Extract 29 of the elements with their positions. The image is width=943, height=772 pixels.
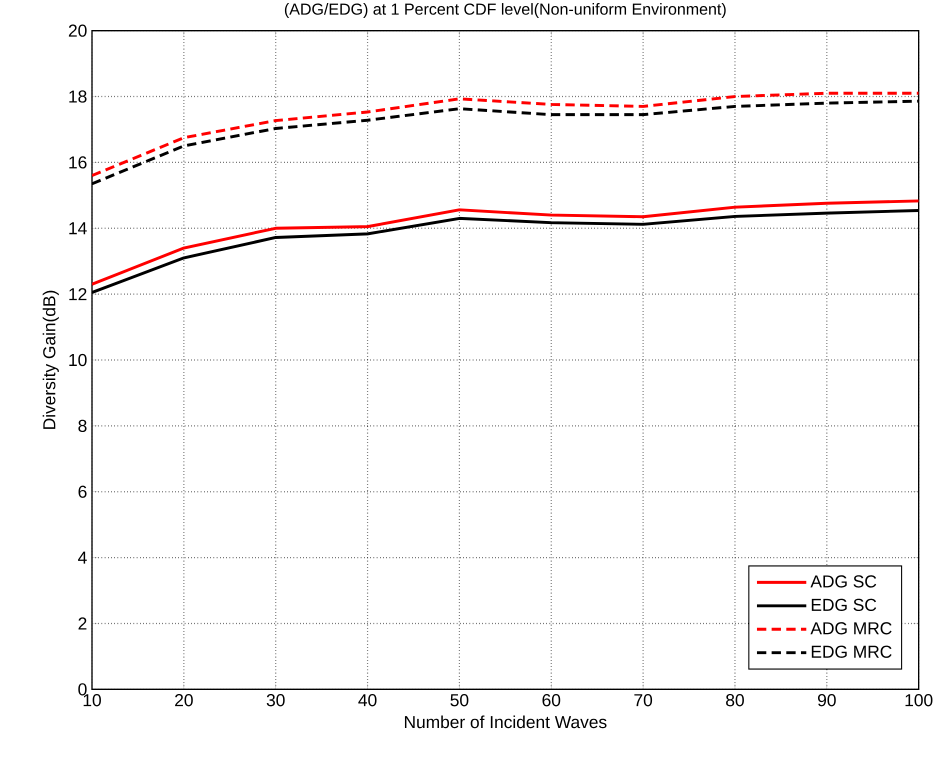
line-series (92, 92, 919, 178)
y-tick-label: 4 (78, 552, 87, 564)
x-tick-label: 80 (726, 694, 744, 706)
x-tick-label: 50 (450, 694, 468, 706)
y-tick-label: 8 (78, 420, 87, 432)
x-tick-label: 100 (906, 694, 932, 706)
legend-label: EDG MRC (812, 646, 892, 658)
legend-label: ADG MRC (810, 622, 892, 634)
y-axis-title: Diversity Gain(dB) (42, 290, 59, 429)
x-tick-label: 40 (358, 694, 377, 706)
legend-label: ADG SC (810, 575, 876, 588)
y-tick-label: 18 (69, 90, 87, 103)
x-tick-label: 90 (818, 694, 836, 706)
y-tick-label: 20 (68, 24, 87, 37)
x-tick-label: 60 (542, 694, 560, 706)
y-tick-label: 6 (78, 486, 87, 498)
y-tick-label: 16 (69, 156, 87, 169)
y-tick-label: 12 (69, 288, 86, 300)
chart-title: (ADG/EDG) at 1 Percent CDF level(Non-uniform Environment) (284, 3, 726, 18)
legend-label: EDG SC (812, 598, 876, 612)
x-tick-label: 30 (266, 694, 285, 706)
x-tick-label: 20 (175, 694, 193, 706)
y-tick-label: 14 (69, 222, 87, 234)
x-tick-label: 70 (634, 694, 652, 706)
line-series (92, 199, 919, 286)
y-tick-label: 0 (78, 683, 87, 696)
y-tick-label: 2 (78, 617, 86, 630)
y-tick-label: 10 (69, 354, 87, 366)
x-axis-title: Number of Incident Waves (404, 715, 606, 728)
